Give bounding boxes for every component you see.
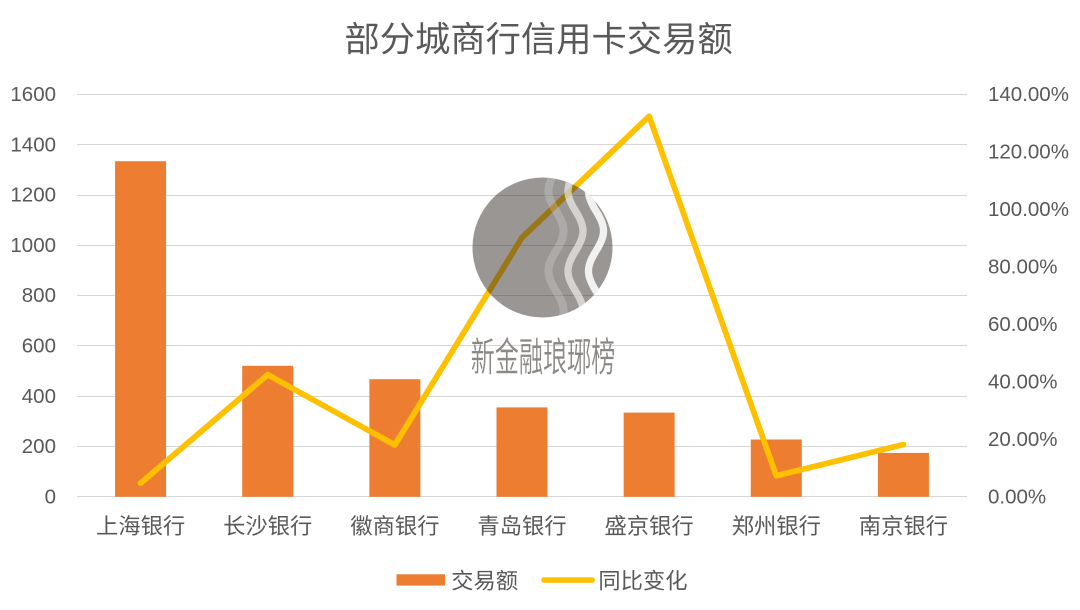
svg-text:140.00%: 140.00% — [988, 83, 1069, 106]
svg-text:0: 0 — [45, 485, 56, 508]
svg-text:600: 600 — [22, 335, 56, 358]
svg-text:20.00%: 20.00% — [988, 428, 1058, 451]
svg-text:120.00%: 120.00% — [988, 141, 1069, 164]
svg-text:200: 200 — [22, 435, 56, 458]
svg-text:1600: 1600 — [10, 83, 56, 106]
svg-text:400: 400 — [22, 385, 56, 408]
svg-text:1200: 1200 — [10, 184, 56, 207]
svg-text:1400: 1400 — [10, 133, 56, 156]
svg-text:60.00%: 60.00% — [988, 313, 1058, 336]
svg-text:100.00%: 100.00% — [988, 198, 1069, 221]
svg-text:40.00%: 40.00% — [988, 371, 1058, 394]
svg-text:1000: 1000 — [10, 234, 56, 257]
svg-text:800: 800 — [22, 284, 56, 307]
svg-text:80.00%: 80.00% — [988, 256, 1058, 279]
svg-text:0.00%: 0.00% — [988, 485, 1046, 508]
